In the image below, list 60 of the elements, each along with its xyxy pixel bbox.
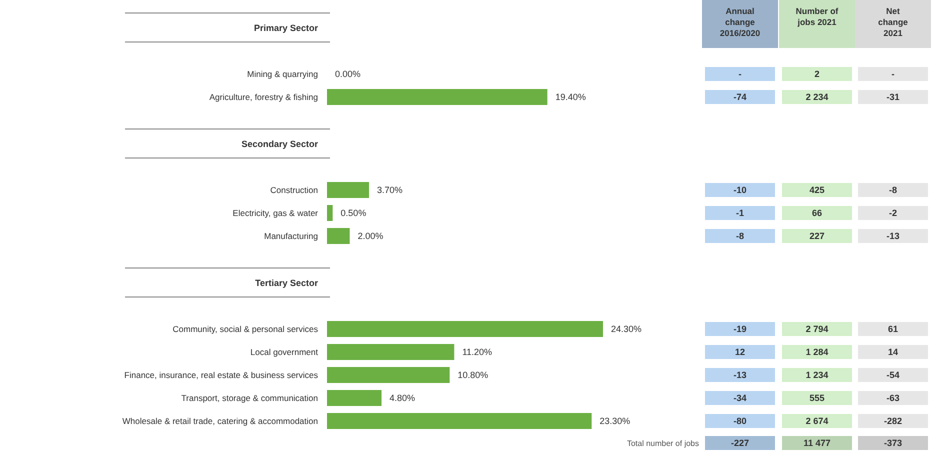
text: 2 234: [806, 92, 828, 102]
data-label: 2.00%: [358, 231, 384, 242]
text: Number of jobs 2021: [796, 6, 838, 27]
y-tick-label: Finance, insurance, real estate & business services: [124, 370, 318, 380]
text: -: [892, 69, 894, 80]
y-tick-label: Secondary Sector: [241, 139, 318, 150]
data-label: 19.40%: [555, 92, 586, 102]
text: 14: [888, 347, 898, 358]
text: 66: [812, 208, 822, 218]
text: 425: [809, 185, 825, 196]
text: -63: [886, 393, 900, 404]
text: -74: [733, 92, 747, 102]
text: 227: [809, 231, 825, 242]
data-label: 0.50%: [340, 208, 366, 218]
data-label: 3.70%: [377, 185, 403, 196]
y-tick-label: Mining & quarrying: [247, 68, 318, 79]
text: 12: [734, 347, 746, 358]
text: 555: [809, 393, 825, 404]
text: -8: [888, 185, 898, 196]
text: -282: [884, 416, 902, 426]
text: -227: [730, 438, 750, 448]
text: Net change 2021: [878, 6, 908, 38]
text: 2: [814, 69, 820, 80]
text: 1 234: [806, 370, 828, 380]
text: -80: [733, 416, 747, 426]
text: -10: [733, 185, 747, 196]
text: -13: [733, 370, 747, 380]
text: -34: [733, 393, 747, 404]
text: 1 284: [806, 347, 828, 358]
y-tick-label: Transport, storage & communication: [181, 392, 318, 403]
text: -19: [733, 324, 747, 334]
data-label: 4.80%: [390, 393, 416, 404]
text: -373: [884, 438, 902, 448]
text: Total number of jobs: [626, 438, 699, 448]
text: Annual change 2016/2020: [720, 6, 760, 38]
text: 61: [888, 324, 898, 334]
text: -1: [736, 208, 744, 218]
y-tick-label: Manufacturing: [264, 230, 318, 241]
y-tick-label: Community, social & personal services: [172, 324, 318, 334]
data-label: 24.30%: [611, 324, 642, 334]
data-label: 0.00%: [335, 69, 361, 80]
data-label: 11.20%: [462, 347, 492, 358]
y-tick-label: Agriculture, forestry & fishing: [209, 92, 318, 102]
text: -8: [736, 231, 744, 242]
text: -2: [888, 208, 898, 218]
data-label: 23.30%: [600, 416, 630, 426]
y-tick-label: Electricity, gas & water: [232, 208, 318, 218]
y-tick-label: Local government: [250, 346, 319, 357]
data-label: 10.80%: [458, 370, 488, 380]
y-tick-label: Tertiary Sector: [255, 278, 318, 288]
y-tick-label: Construction: [270, 184, 318, 195]
text: -54: [886, 370, 900, 380]
text: -: [738, 69, 742, 80]
text: -13: [886, 231, 900, 242]
text: 2 794: [806, 324, 828, 334]
y-tick-label: Wholesale & retail trade, catering & accommodation: [122, 416, 318, 426]
text: -31: [886, 92, 900, 102]
text: 11 477: [803, 438, 831, 448]
y-tick-label: Primary Sector: [254, 23, 318, 34]
text: 2 674: [806, 416, 828, 426]
